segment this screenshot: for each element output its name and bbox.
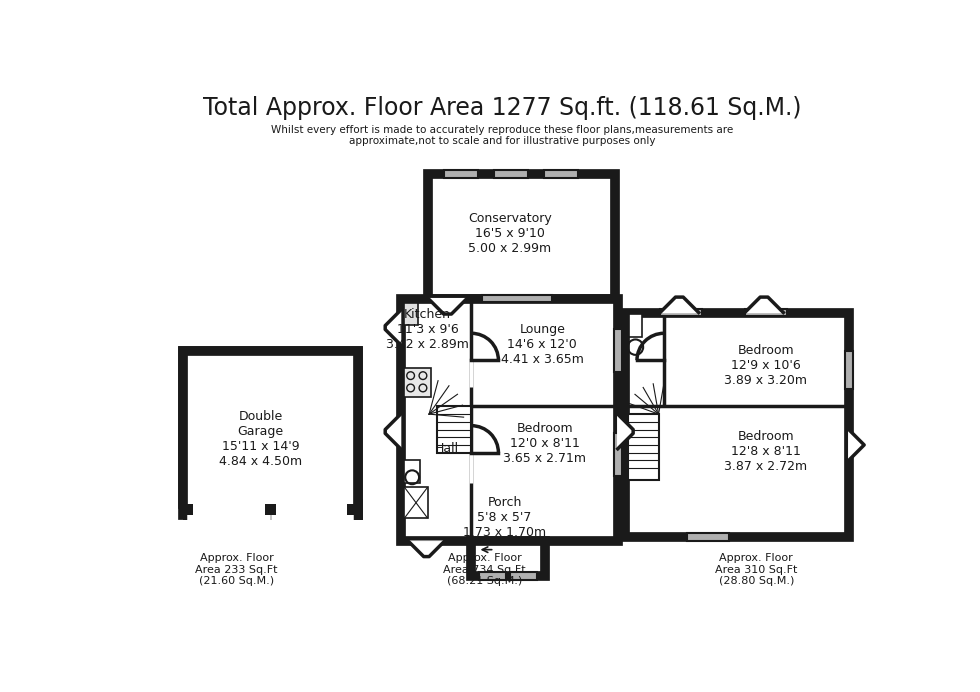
- Bar: [613, 433, 621, 475]
- Bar: [471, 541, 545, 576]
- Bar: [404, 303, 417, 325]
- Polygon shape: [409, 541, 445, 556]
- Text: Porch
5'8 x 5'7
1.73 x 1.70m: Porch 5'8 x 5'7 1.73 x 1.70m: [463, 496, 546, 539]
- Bar: [628, 314, 643, 337]
- Bar: [628, 414, 659, 480]
- Bar: [404, 368, 431, 397]
- Polygon shape: [617, 414, 633, 449]
- Text: Total Approx. Floor Area 1277 Sq.ft. (118.61 Sq.M.): Total Approx. Floor Area 1277 Sq.ft. (11…: [203, 96, 802, 120]
- Bar: [544, 170, 578, 178]
- Bar: [182, 504, 193, 515]
- Bar: [405, 487, 427, 518]
- Bar: [401, 299, 617, 541]
- Text: Approx. Floor
Area 734 Sq.Ft
(68.21 Sq.M.): Approx. Floor Area 734 Sq.Ft (68.21 Sq.M…: [443, 553, 526, 586]
- Bar: [613, 329, 621, 372]
- Text: Bedroom
12'0 x 8'11
3.65 x 2.71m: Bedroom 12'0 x 8'11 3.65 x 2.71m: [503, 422, 586, 465]
- Polygon shape: [428, 299, 466, 314]
- Text: Bedroom
12'8 x 8'11
3.87 x 2.72m: Bedroom 12'8 x 8'11 3.87 x 2.72m: [724, 430, 808, 473]
- Polygon shape: [182, 351, 359, 515]
- Bar: [845, 351, 853, 390]
- Bar: [625, 313, 849, 538]
- Bar: [510, 572, 537, 580]
- Text: Lounge
14'6 x 12'0
4.41 x 3.65m: Lounge 14'6 x 12'0 4.41 x 3.65m: [501, 323, 584, 366]
- Text: Kitchen
11'3 x 9'6
3.42 x 2.89m: Kitchen 11'3 x 9'6 3.42 x 2.89m: [386, 308, 469, 351]
- Bar: [661, 309, 703, 316]
- Text: Conservatory
16'5 x 9'10
5.00 x 2.99m: Conservatory 16'5 x 9'10 5.00 x 2.99m: [468, 212, 552, 255]
- Polygon shape: [385, 310, 401, 345]
- Polygon shape: [849, 430, 864, 460]
- Bar: [348, 504, 359, 515]
- Bar: [745, 309, 787, 316]
- Bar: [482, 295, 552, 302]
- Text: Whilst every effort is made to accurately reproduce these floor plans,measuremen: Whilst every effort is made to accuratel…: [271, 125, 733, 146]
- Bar: [266, 504, 276, 515]
- Bar: [437, 406, 471, 453]
- Text: Bedroom
12'9 x 10'6
3.89 x 3.20m: Bedroom 12'9 x 10'6 3.89 x 3.20m: [724, 344, 808, 387]
- Bar: [444, 170, 478, 178]
- Text: Approx. Floor
Area 310 Sq.Ft
(28.80 Sq.M.): Approx. Floor Area 310 Sq.Ft (28.80 Sq.M…: [715, 553, 798, 586]
- Bar: [479, 572, 506, 580]
- Bar: [182, 351, 359, 515]
- Text: Double
Garage
15'11 x 14'9
4.84 x 4.50m: Double Garage 15'11 x 14'9 4.84 x 4.50m: [219, 410, 302, 468]
- Bar: [687, 534, 729, 541]
- Text: Approx. Floor
Area 233 Sq.Ft
(21.60 Sq.M.): Approx. Floor Area 233 Sq.Ft (21.60 Sq.M…: [195, 553, 278, 586]
- Polygon shape: [745, 297, 783, 313]
- Polygon shape: [385, 414, 401, 449]
- Bar: [428, 174, 614, 299]
- Bar: [405, 460, 419, 484]
- Polygon shape: [661, 297, 699, 313]
- Text: Hall: Hall: [435, 442, 459, 455]
- Bar: [494, 170, 528, 178]
